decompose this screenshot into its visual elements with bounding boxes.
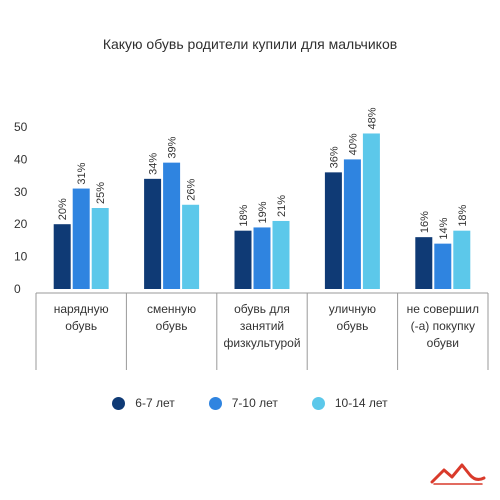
y-tick-label-2: 20 xyxy=(14,217,28,231)
bar-3-series-2 xyxy=(253,227,271,289)
data-label-2-series-1: 34% xyxy=(148,153,160,175)
data-label-1-series-3: 25% xyxy=(95,182,107,204)
bar-2-series-1 xyxy=(144,178,162,289)
category-label-5-line-2: (-а) покупку xyxy=(411,319,475,333)
category-label-5-line-1: не совершил xyxy=(407,302,479,316)
data-label-1-series-2: 31% xyxy=(76,162,88,184)
data-label-3-series-1: 18% xyxy=(238,204,250,226)
category-label-4-line-1: уличную xyxy=(329,302,376,316)
data-label-2-series-2: 39% xyxy=(167,136,179,158)
bar-1-series-1 xyxy=(53,224,71,289)
data-label-3-series-3: 21% xyxy=(276,195,288,217)
y-tick-label-1: 10 xyxy=(14,250,28,264)
category-label-1-line-2: обувь xyxy=(65,319,97,333)
data-label-4-series-2: 40% xyxy=(347,133,359,155)
data-label-1-series-1: 20% xyxy=(57,198,69,220)
bar-2-series-2 xyxy=(163,162,181,289)
legend: 6-7 лет 7-10 лет 10-14 лет xyxy=(0,396,500,410)
data-label-3-series-2: 19% xyxy=(257,201,269,223)
bar-1-series-2 xyxy=(72,188,90,289)
bar-1-series-3 xyxy=(91,208,109,289)
legend-label-series-3: 10-14 лет xyxy=(334,396,388,410)
data-label-5-series-2: 14% xyxy=(438,217,450,239)
data-label-4-series-1: 36% xyxy=(328,146,340,168)
bar-3-series-3 xyxy=(272,220,290,289)
legend-swatch-series-2 xyxy=(208,396,222,410)
category-label-1-line-1: нарядную xyxy=(54,302,109,316)
category-label-2-line-1: сменную xyxy=(147,302,196,316)
data-label-5-series-1: 16% xyxy=(419,211,431,233)
data-label-5-series-3: 18% xyxy=(457,204,469,226)
legend-item-series-1: 6-7 лет xyxy=(112,396,175,410)
bar-3-series-1 xyxy=(234,230,252,289)
bar-5-series-3 xyxy=(453,230,471,289)
legend-item-series-2: 7-10 лет xyxy=(208,396,278,410)
legend-item-series-3: 10-14 лет xyxy=(311,396,388,410)
category-label-4-line-2: обувь xyxy=(336,319,368,333)
red-wave-logo-icon xyxy=(430,463,486,485)
y-tick-label-4: 40 xyxy=(14,152,28,166)
bar-4-series-1 xyxy=(324,172,342,289)
category-label-3-line-1: обувь для xyxy=(234,302,290,316)
category-label-5-line-3: обуви xyxy=(427,336,459,350)
y-tick-label-0: 0 xyxy=(14,282,21,296)
category-label-3-line-2: занятий xyxy=(240,319,284,333)
bar-4-series-3 xyxy=(362,133,380,289)
category-label-3-line-3: физкультурой xyxy=(223,336,300,350)
chart-title: Какую обувь родители купили для мальчико… xyxy=(102,36,398,52)
data-label-2-series-3: 26% xyxy=(186,179,198,201)
legend-swatch-series-3 xyxy=(311,396,325,410)
bar-5-series-1 xyxy=(415,237,433,289)
data-label-4-series-3: 48% xyxy=(366,107,378,129)
y-tick-label-3: 30 xyxy=(14,185,28,199)
legend-label-series-1: 6-7 лет xyxy=(135,396,175,410)
bar-4-series-2 xyxy=(343,159,361,289)
bar-2-series-3 xyxy=(182,204,200,289)
category-label-2-line-2: обувь xyxy=(156,319,188,333)
y-tick-label-5: 50 xyxy=(14,120,28,134)
bar-5-series-2 xyxy=(434,243,452,289)
legend-label-series-2: 7-10 лет xyxy=(231,396,278,410)
legend-swatch-series-1 xyxy=(112,396,126,410)
